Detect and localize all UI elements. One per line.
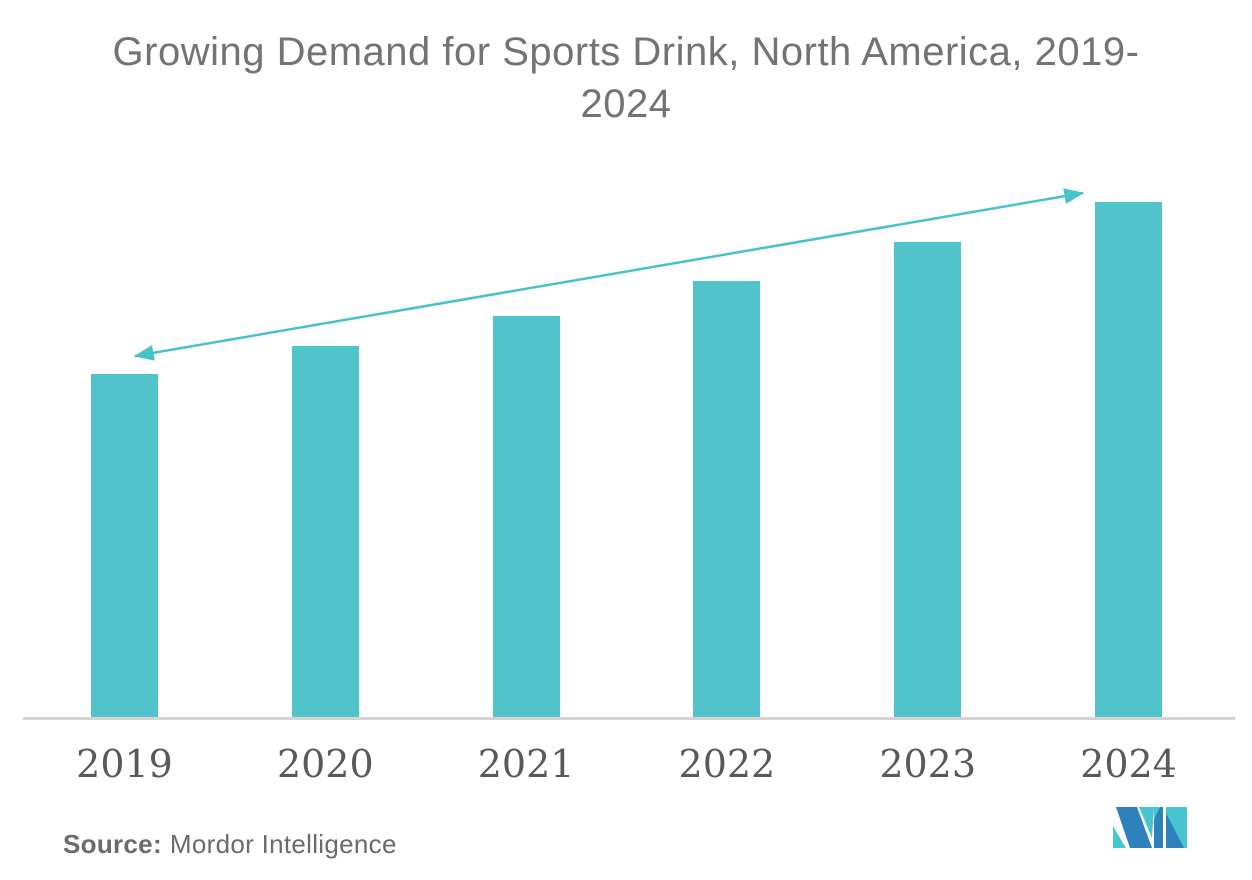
x-tick-2022: 2022 bbox=[678, 742, 776, 786]
x-tick-2020: 2020 bbox=[276, 742, 374, 786]
bar-2019 bbox=[91, 374, 158, 719]
x-tick-2024: 2024 bbox=[1080, 742, 1177, 786]
x-tick-2019: 2019 bbox=[76, 742, 173, 786]
bar-2024 bbox=[1095, 202, 1162, 719]
source-label: Source: bbox=[63, 829, 162, 859]
bar-2021 bbox=[492, 316, 560, 719]
source-attribution: Source: Mordor Intelligence bbox=[63, 829, 397, 860]
x-tick-2023: 2023 bbox=[879, 742, 977, 786]
mordor-intelligence-logo bbox=[1113, 807, 1187, 848]
bar-2020 bbox=[291, 346, 359, 719]
x-axis-line bbox=[23, 717, 1235, 720]
chart-title: Growing Demand for Sports Drink, North A… bbox=[112, 30, 1140, 126]
source-name: Mordor Intelligence bbox=[169, 829, 397, 859]
x-tick-2021: 2021 bbox=[477, 742, 575, 786]
